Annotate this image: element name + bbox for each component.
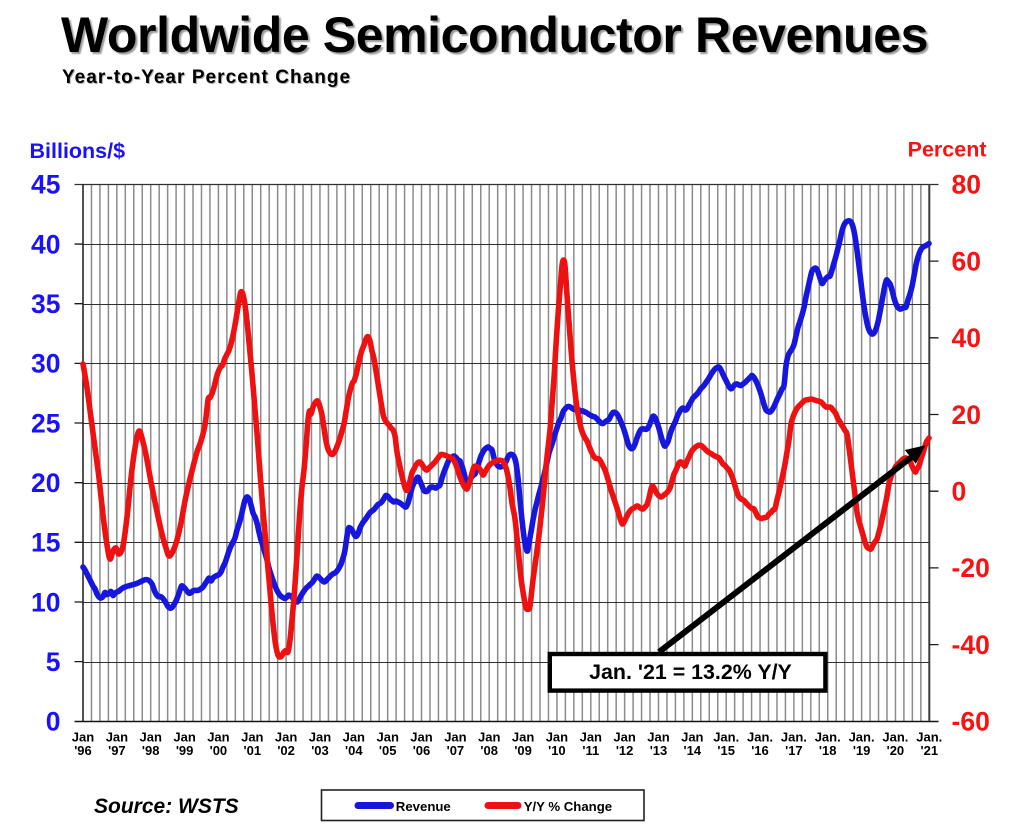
svg-text:Jan.: Jan. [713, 730, 739, 745]
svg-text:'96: '96 [74, 743, 92, 758]
svg-text:Jan: Jan [275, 730, 297, 745]
svg-text:Jan: Jan [444, 730, 466, 745]
svg-text:'05: '05 [379, 743, 397, 758]
svg-text:'20: '20 [887, 743, 905, 758]
svg-text:0: 0 [46, 707, 61, 737]
svg-text:Jan: Jan [173, 730, 195, 745]
svg-text:Y/Y % Change: Y/Y % Change [524, 799, 612, 814]
svg-text:'04: '04 [345, 743, 363, 758]
svg-text:Jan: Jan [512, 730, 534, 745]
svg-text:Jan.: Jan. [882, 730, 908, 745]
svg-text:Jan.: Jan. [781, 730, 807, 745]
svg-text:Jan.: Jan. [849, 730, 875, 745]
svg-text:'13: '13 [650, 743, 668, 758]
svg-text:-60: -60 [952, 707, 990, 737]
svg-text:Jan: Jan [241, 730, 263, 745]
svg-text:Jan: Jan [72, 730, 94, 745]
svg-text:Jan.: Jan. [747, 730, 773, 745]
svg-text:'19: '19 [853, 743, 871, 758]
svg-text:'15: '15 [717, 743, 735, 758]
svg-text:Jan: Jan [410, 730, 432, 745]
svg-text:15: 15 [31, 528, 60, 558]
svg-text:20: 20 [31, 468, 60, 498]
svg-text:40: 40 [31, 229, 60, 259]
svg-text:Jan. '21 = 13.2% Y/Y: Jan. '21 = 13.2% Y/Y [589, 660, 792, 684]
svg-text:35: 35 [31, 289, 60, 319]
svg-text:Jan: Jan [376, 730, 398, 745]
svg-text:'17: '17 [785, 743, 803, 758]
svg-text:Jan: Jan [309, 730, 331, 745]
svg-text:Jan.: Jan. [916, 730, 942, 745]
svg-text:'01: '01 [244, 743, 262, 758]
svg-text:Jan.: Jan. [815, 730, 841, 745]
svg-text:10: 10 [31, 587, 60, 617]
svg-text:30: 30 [31, 349, 60, 379]
svg-text:Revenue: Revenue [396, 799, 451, 814]
svg-text:20: 20 [952, 400, 981, 430]
svg-text:5: 5 [46, 647, 61, 677]
svg-text:'11: '11 [582, 743, 599, 758]
svg-text:'99: '99 [176, 743, 194, 758]
svg-text:Jan: Jan [106, 730, 128, 745]
svg-text:Jan: Jan [681, 730, 703, 745]
svg-text:'03: '03 [311, 743, 329, 758]
svg-text:'21: '21 [921, 743, 939, 758]
svg-text:40: 40 [952, 323, 981, 353]
svg-text:Billions/$: Billions/$ [30, 139, 126, 163]
svg-text:Jan: Jan [478, 730, 500, 745]
svg-text:Jan: Jan [580, 730, 602, 745]
svg-text:Percent: Percent [908, 138, 987, 162]
svg-text:-40: -40 [952, 630, 990, 660]
svg-text:'97: '97 [108, 743, 126, 758]
svg-text:'06: '06 [413, 743, 431, 758]
svg-text:'18: '18 [819, 743, 837, 758]
svg-text:'10: '10 [548, 743, 566, 758]
svg-text:Jan: Jan [139, 730, 161, 745]
svg-text:Jan: Jan [343, 730, 365, 745]
svg-text:'12: '12 [616, 743, 634, 758]
svg-text:'98: '98 [142, 743, 160, 758]
svg-text:80: 80 [952, 170, 981, 200]
svg-text:25: 25 [31, 408, 60, 438]
svg-text:0: 0 [952, 477, 967, 507]
svg-text:'00: '00 [210, 743, 228, 758]
svg-text:60: 60 [952, 246, 981, 276]
svg-text:'14: '14 [684, 743, 702, 758]
svg-text:45: 45 [31, 170, 60, 200]
svg-text:'16: '16 [751, 743, 769, 758]
svg-text:'02: '02 [277, 743, 295, 758]
svg-text:'07: '07 [447, 743, 465, 758]
svg-text:Jan: Jan [207, 730, 229, 745]
svg-text:Jan: Jan [546, 730, 568, 745]
svg-text:'08: '08 [480, 743, 498, 758]
svg-text:Jan: Jan [613, 730, 635, 745]
svg-text:-20: -20 [952, 553, 990, 583]
svg-text:'09: '09 [514, 743, 532, 758]
svg-text:Jan: Jan [647, 730, 669, 745]
